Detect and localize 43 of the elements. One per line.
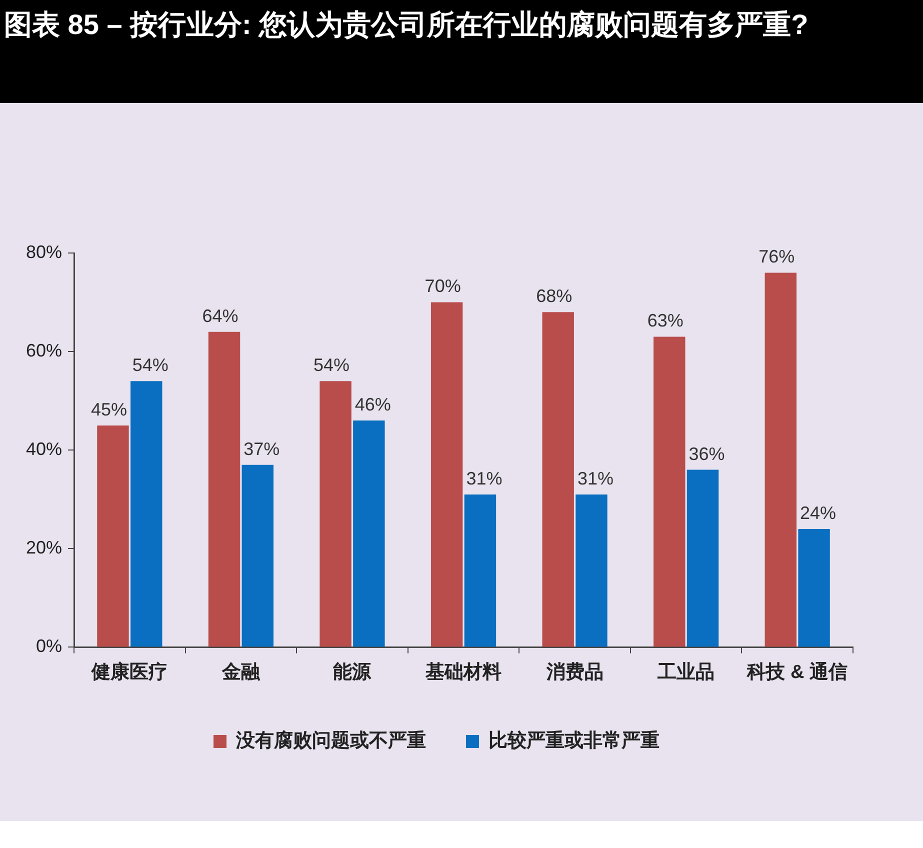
bar — [464, 494, 496, 647]
bar — [130, 381, 162, 647]
bar — [798, 528, 830, 647]
data-label: 64% — [202, 306, 238, 326]
bar — [353, 420, 385, 647]
data-label: 31% — [577, 468, 614, 488]
chart-title: 图表 85 – 按行业分: 您认为贵公司所在行业的腐败问题有多严重? — [0, 0, 923, 103]
x-tick-label: 健康医疗 — [90, 660, 168, 683]
y-tick-label: 60% — [26, 340, 62, 361]
data-label: 76% — [758, 246, 795, 267]
data-label: 46% — [354, 394, 391, 415]
bar — [208, 332, 240, 647]
x-tick-label: 工业品 — [656, 660, 715, 683]
x-tick-label: 消费品 — [545, 660, 604, 683]
data-label: 45% — [90, 399, 127, 420]
bar — [242, 464, 274, 647]
bar — [320, 381, 352, 647]
bar — [686, 470, 719, 647]
legend-label: 没有腐败问题或不严重 — [235, 730, 426, 752]
data-label: 54% — [314, 355, 350, 376]
data-label: 37% — [244, 438, 280, 459]
data-label: 31% — [466, 468, 502, 488]
y-tick-label: 0% — [36, 636, 62, 656]
bar — [764, 272, 797, 647]
legend-label: 比较严重或非常严重 — [488, 730, 660, 752]
data-label: 36% — [688, 444, 725, 464]
x-tick-label: 基础材料 — [424, 660, 502, 683]
data-label: 68% — [536, 286, 572, 306]
y-tick-label: 20% — [26, 538, 62, 558]
data-label: 24% — [800, 502, 836, 523]
bar — [542, 312, 574, 647]
data-label: 54% — [132, 355, 168, 376]
y-tick-label: 80% — [26, 242, 62, 262]
data-label: 70% — [424, 276, 461, 296]
x-tick-label: 能源 — [333, 660, 372, 683]
x-tick-label: 科技 & 通信 — [746, 660, 848, 683]
data-label: 63% — [647, 310, 684, 331]
bar — [430, 302, 463, 647]
bar — [654, 336, 686, 647]
y-tick-label: 40% — [26, 439, 62, 460]
bar — [97, 425, 129, 647]
bar — [576, 494, 608, 647]
x-tick-label: 金融 — [220, 662, 261, 683]
